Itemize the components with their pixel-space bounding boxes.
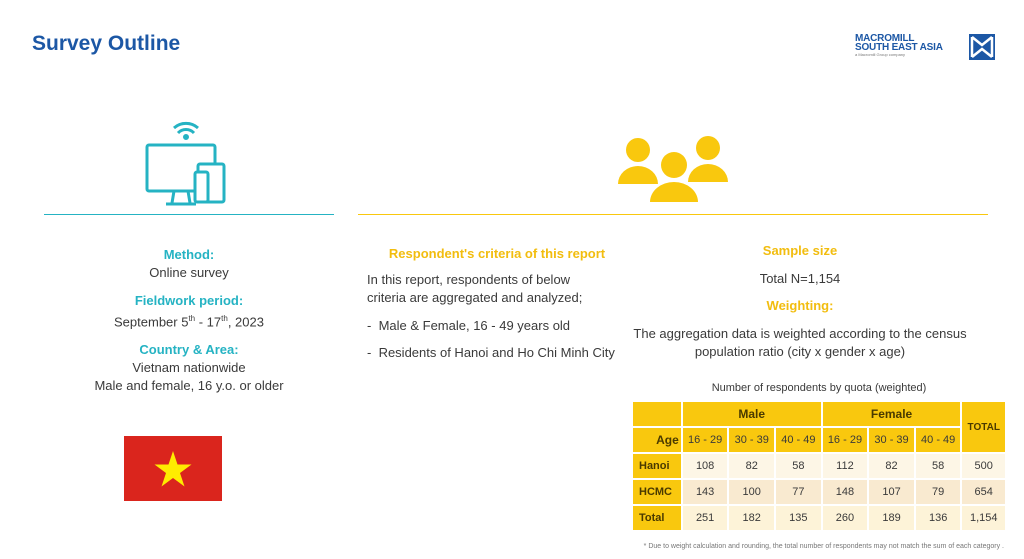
table-cell: 260 [822, 506, 868, 530]
age-header: 40 - 49 [915, 428, 961, 452]
row-label: Hanoi [633, 454, 681, 478]
target-value: Male and female, 16 y.o. or older [94, 378, 284, 394]
sup: th [221, 314, 228, 323]
sample-section: Sample size Total N=1,154 Weighting: The… [633, 243, 970, 361]
table-cell: 251 [682, 506, 728, 530]
criteria-bullet: - Male & Female, 16 - 49 years old [367, 318, 571, 333]
table-cell: 77 [776, 480, 821, 504]
table-caption: Number of respondents by quota (weighted… [711, 382, 927, 394]
table-cell: 1,154 [962, 506, 1005, 530]
method-label: Method: [163, 247, 215, 262]
table-cell: 82 [869, 454, 914, 478]
bullet-text: Male & Female, 16 - 49 years old [378, 318, 571, 333]
table-cell: 58 [776, 454, 821, 478]
age-header: 30 - 39 [869, 428, 914, 452]
female-header: Female [822, 402, 961, 426]
empty-cell [633, 402, 681, 426]
table-cell: 79 [915, 480, 961, 504]
male-header: Male [682, 402, 821, 426]
logo-sub: a Macromill Group company [855, 52, 906, 57]
table-cell: 108 [682, 454, 728, 478]
age-header: 16 - 29 [682, 428, 728, 452]
criteria-heading: Respondent's criteria of this report [388, 246, 606, 261]
criteria-bullet: - Residents of Hanoi and Ho Chi Minh Cit… [367, 345, 615, 360]
table-cell: 58 [915, 454, 961, 478]
table-cell: 135 [776, 506, 821, 530]
table-row: Total 251 182 135 260 189 136 1,154 [633, 506, 1005, 530]
country-label: Country & Area: [139, 342, 239, 358]
table-cell: 112 [822, 454, 868, 478]
row-label: Total [633, 506, 681, 530]
method-section: Method: Online survey Fieldwork period: … [44, 246, 334, 395]
bullet-text: Residents of Hanoi and Ho Chi Minh City [378, 345, 615, 360]
table-cell: 189 [869, 506, 914, 530]
row-label: HCMC [633, 480, 681, 504]
table-cell: 182 [729, 506, 775, 530]
sup: th [188, 314, 196, 323]
fieldwork-end: - 17 [195, 314, 222, 330]
method-value: Online survey [149, 265, 229, 280]
table-cell: 107 [869, 480, 914, 504]
page-title: Survey Outline [32, 32, 181, 55]
left-divider [44, 214, 334, 215]
logo-mark-icon [969, 34, 995, 60]
total-header: TOTAL [962, 402, 1005, 452]
sample-label: Sample size [762, 243, 838, 258]
table-cell: 82 [729, 454, 775, 478]
criteria-intro: In this report, respondents of below cri… [367, 272, 583, 305]
fieldwork-year: , 2023 [227, 314, 264, 330]
table-cell: 654 [962, 480, 1005, 504]
table-row: Hanoi 108 82 58 112 82 58 500 [633, 454, 1005, 478]
sample-value: Total N=1,154 [759, 271, 841, 286]
logo-line1: MACROMILL [855, 33, 915, 44]
fieldwork-value: September 5th - 17th, 2023 [44, 310, 334, 331]
online-device-icon [145, 121, 226, 206]
age-label: Age [633, 428, 681, 452]
footnote: * Due to weight calculation and rounding… [643, 543, 1004, 550]
table-row: HCMC 143 100 77 148 107 79 654 [633, 480, 1005, 504]
vietnam-flag [124, 436, 222, 501]
age-header: 30 - 39 [729, 428, 775, 452]
table-cell: 500 [962, 454, 1005, 478]
criteria-section: Respondent's criteria of this report In … [367, 246, 647, 360]
macromill-logo: MACROMILL SOUTH EAST ASIA a Macromill Gr… [855, 34, 995, 62]
age-header: 16 - 29 [822, 428, 868, 452]
fieldwork-label: Fieldwork period: [134, 293, 244, 308]
age-header: 40 - 49 [776, 428, 821, 452]
fieldwork-start: September 5 [114, 314, 189, 330]
people-group-icon [618, 136, 728, 202]
quota-table: Male Female TOTAL Age 16 - 29 30 - 39 40 -… [631, 400, 1007, 532]
weighting-text: The aggregation data is weighted accordi… [633, 326, 967, 359]
table-cell: 143 [682, 480, 728, 504]
table-cell: 100 [729, 480, 775, 504]
logo-line2: SOUTH EAST ASIA [855, 42, 943, 53]
country-value: Vietnam nationwide [132, 360, 246, 376]
weighting-label: Weighting: [766, 298, 834, 313]
table-cell: 148 [822, 480, 868, 504]
table-cell: 136 [915, 506, 961, 530]
right-divider [358, 214, 988, 215]
